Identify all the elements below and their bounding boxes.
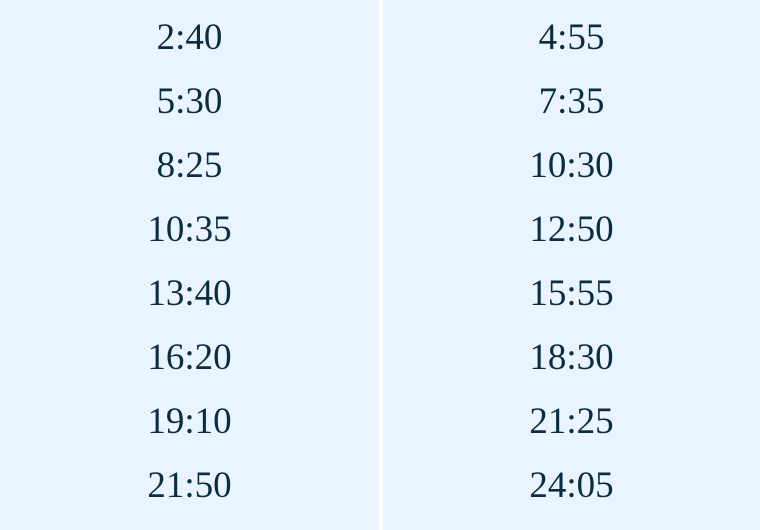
time-cell: 10:30 bbox=[529, 145, 614, 186]
time-cell: 8:25 bbox=[156, 145, 223, 186]
time-cell: 7:35 bbox=[538, 81, 605, 122]
time-cell: 12:50 bbox=[529, 209, 614, 250]
time-column-right: 4:55 7:35 10:30 12:50 15:55 18:30 21:25 24:05 bbox=[383, 0, 760, 530]
time-cell: 2:40 bbox=[156, 17, 223, 58]
time-cell: 13:40 bbox=[147, 273, 232, 314]
time-column-left: 2:40 5:30 8:25 10:35 13:40 16:20 19:10 21:50 bbox=[0, 0, 379, 530]
time-cell: 4:55 bbox=[538, 17, 605, 58]
time-cell: 21:25 bbox=[529, 401, 614, 442]
time-cell: 5:30 bbox=[156, 81, 223, 122]
time-cell: 24:05 bbox=[529, 465, 614, 506]
time-cell: 15:55 bbox=[529, 273, 614, 314]
time-cell: 16:20 bbox=[147, 337, 232, 378]
time-cell: 19:10 bbox=[147, 401, 232, 442]
time-cell: 18:30 bbox=[529, 337, 614, 378]
time-cell: 21:50 bbox=[147, 465, 232, 506]
time-cell: 10:35 bbox=[147, 209, 232, 250]
